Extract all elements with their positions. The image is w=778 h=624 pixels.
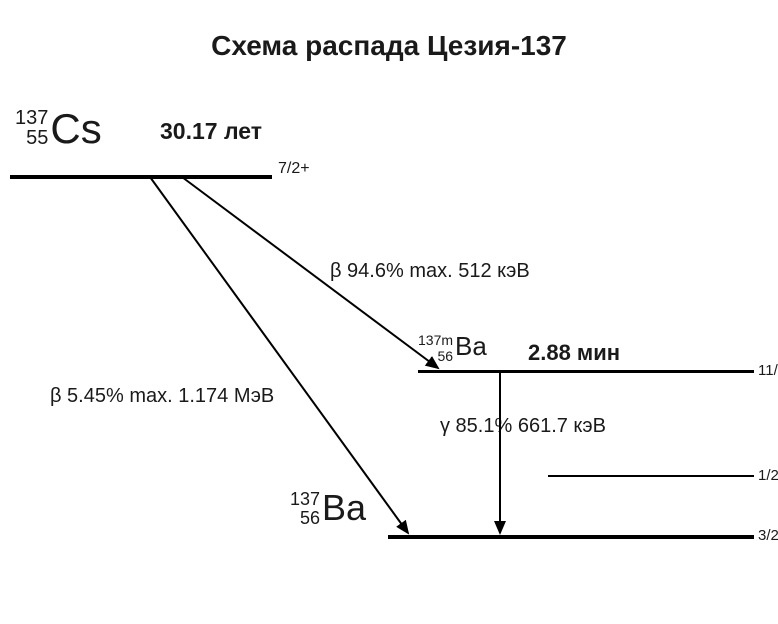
transition-arrows xyxy=(0,0,778,624)
beta2-arrow xyxy=(150,177,408,533)
decay-scheme: Схема распада Цезия-137 7/2+ 11/2- 1/2+ … xyxy=(0,0,778,624)
